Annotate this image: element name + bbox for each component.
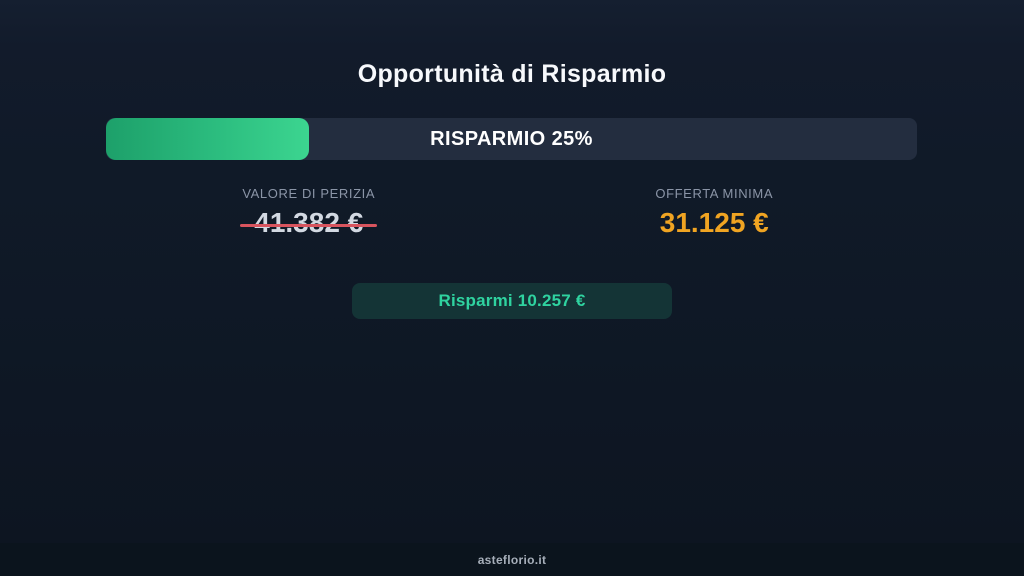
footer: asteflorio.it [0,543,1024,576]
perizia-amount: 41.382 € [106,207,512,239]
offerta-amount-value: 31.125 € [659,207,769,238]
offerta-block: OFFERTA MINIMA 31.125 € [512,186,918,239]
perizia-label: VALORE DI PERIZIA [242,186,376,201]
perizia-block: VALORE DI PERIZIA 41.382 € [106,186,512,239]
perizia-amount-value: 41.382 € [240,207,378,239]
values-row: VALORE DI PERIZIA 41.382 € OFFERTA MINIM… [106,186,917,239]
progress-fill [106,118,309,160]
page-title: Opportunità di Risparmio [357,60,667,88]
offerta-label: OFFERTA MINIMA [655,186,774,201]
progress-label: RISPARMIO 25% [430,127,593,150]
savings-badge: Risparmi 10.257 € [352,283,672,319]
footer-site-name: asteflorio.it [477,552,547,567]
progress-bar: RISPARMIO 25% [106,118,917,160]
